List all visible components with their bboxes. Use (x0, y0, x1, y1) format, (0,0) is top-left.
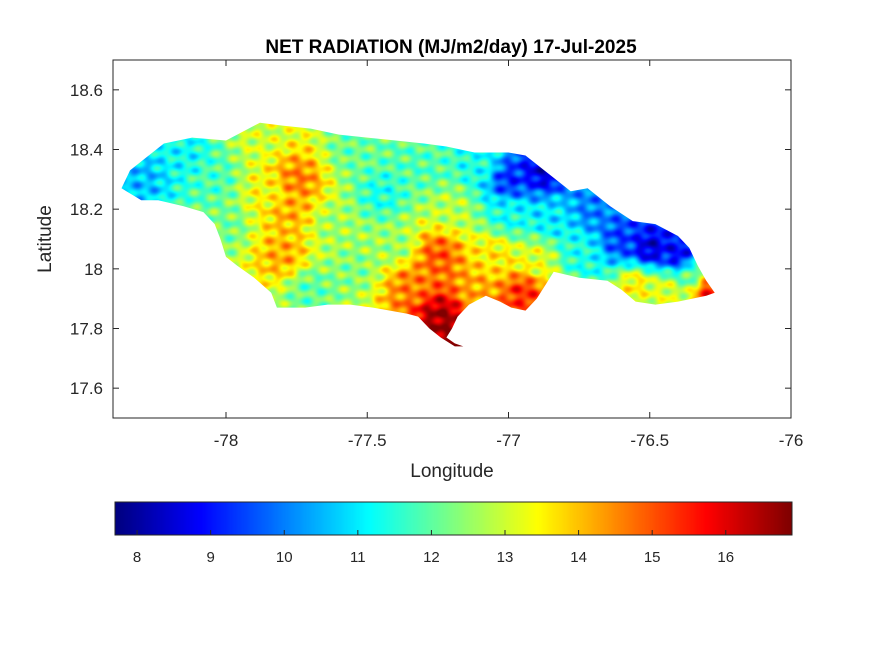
colorbar-tick-label: 15 (644, 549, 661, 566)
x-axis-label: Longitude (410, 461, 493, 482)
colorbar-ticks: 8 9 10 11 12 13 14 15 16 (133, 530, 734, 566)
colorbar: 8 9 10 11 12 13 14 15 16 (114, 501, 793, 566)
y-tick-label: 17.6 (70, 379, 103, 398)
colorbar-tick-label: 13 (497, 549, 514, 566)
x-tick-label: -77.5 (348, 431, 387, 450)
colorbar-tick-label: 8 (133, 549, 141, 566)
colorbar-tick-label: 14 (570, 549, 587, 566)
y-tick-label: 17.8 (70, 320, 103, 339)
colorbar-tick-label: 16 (717, 549, 734, 566)
y-axis-label: Latitude (35, 205, 56, 273)
colorbar-tick-label: 11 (350, 549, 366, 566)
x-tick-label: -76 (779, 431, 804, 450)
colorbar-tick-label: 9 (206, 549, 214, 566)
y-tick-label: 18.6 (70, 81, 103, 100)
x-tick-label: -76.5 (630, 431, 669, 450)
colorbar-gradient (115, 502, 792, 535)
x-axis: -78 -77.5 -77 -76.5 -76 (214, 60, 804, 450)
colorbar-box (114, 501, 793, 536)
y-tick-label: 18.4 (70, 141, 103, 160)
colorbar-tick-label: 12 (423, 549, 440, 566)
chart-title: NET RADIATION (MJ/m2/day) 17-Jul-2025 (265, 37, 637, 58)
y-tick-label: 18.2 (70, 200, 103, 219)
colorbar-tick-label: 10 (276, 549, 293, 566)
x-tick-label: -78 (214, 431, 239, 450)
y-tick-label: 18 (84, 260, 103, 279)
x-tick-label: -77 (496, 431, 521, 450)
y-axis: 17.6 17.8 18 18.2 18.4 18.6 (70, 81, 791, 398)
